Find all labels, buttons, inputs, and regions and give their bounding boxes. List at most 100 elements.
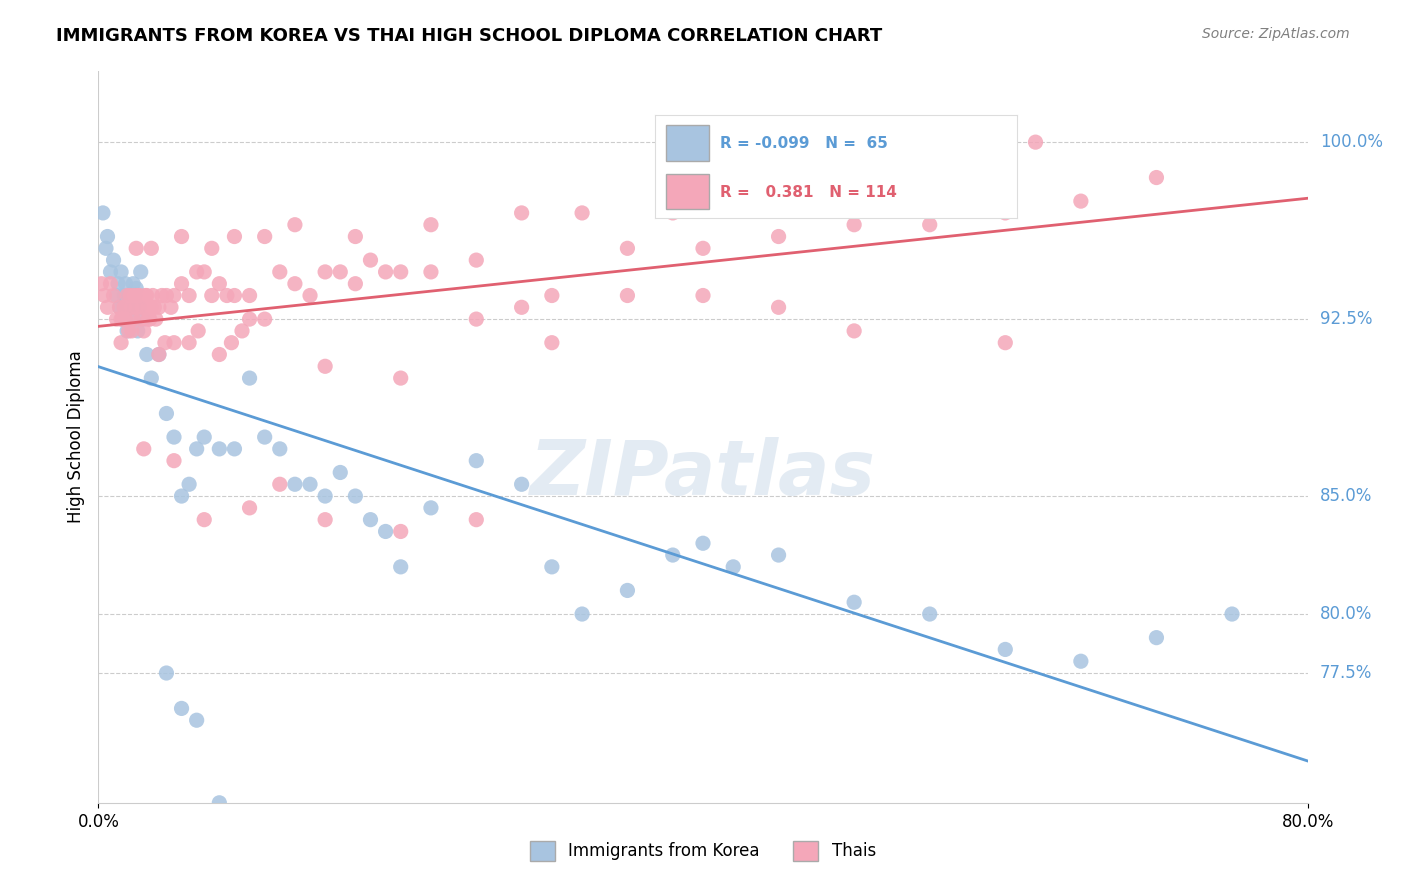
Thais (141, 301, 163, 315)
Immigrants from Korea (616, 583, 638, 598)
Thais (193, 265, 215, 279)
Thais (141, 241, 163, 255)
Immigrants from Korea (105, 288, 128, 302)
Thais (125, 241, 148, 255)
Thais (131, 301, 153, 315)
Thais (692, 241, 714, 255)
Thais (465, 253, 488, 268)
Immigrants from Korea (103, 253, 125, 268)
Immigrants from Korea (1220, 607, 1243, 621)
Thais (768, 229, 790, 244)
Thais (148, 301, 170, 315)
Thais (918, 218, 941, 232)
Thais (124, 288, 146, 302)
Thais (179, 335, 201, 350)
Immigrants from Korea (208, 442, 231, 456)
Immigrants from Korea (128, 301, 150, 315)
Immigrants from Korea (193, 430, 215, 444)
Immigrants from Korea (299, 477, 322, 491)
Thais (314, 265, 336, 279)
Immigrants from Korea (571, 607, 593, 621)
Legend: Immigrants from Korea, Thais: Immigrants from Korea, Thais (523, 834, 883, 868)
Thais (105, 312, 128, 326)
Immigrants from Korea (374, 524, 396, 539)
Thais (155, 288, 177, 302)
Thais (314, 513, 336, 527)
Immigrants from Korea (110, 265, 132, 279)
Thais (208, 277, 231, 291)
Thais (329, 265, 352, 279)
Thais (994, 335, 1017, 350)
Thais (148, 347, 170, 361)
Thais (103, 288, 125, 302)
Thais (994, 206, 1017, 220)
Thais (465, 513, 488, 527)
Thais (231, 324, 253, 338)
Thais (389, 265, 412, 279)
Thais (193, 513, 215, 527)
Thais (224, 288, 246, 302)
Thais (132, 442, 155, 456)
Immigrants from Korea (120, 301, 142, 315)
Thais (163, 335, 186, 350)
Thais (129, 312, 152, 326)
Text: 80.0%: 80.0% (1320, 605, 1372, 623)
Thais (420, 265, 443, 279)
Immigrants from Korea (314, 489, 336, 503)
Thais (121, 324, 143, 338)
Immigrants from Korea (692, 536, 714, 550)
Thais (389, 371, 412, 385)
Thais (510, 206, 533, 220)
Thais (344, 277, 367, 291)
Thais (813, 182, 835, 196)
Immigrants from Korea (1146, 631, 1168, 645)
Text: ZIPatlas: ZIPatlas (530, 437, 876, 510)
Thais (136, 312, 159, 326)
Thais (150, 288, 173, 302)
Immigrants from Korea (1070, 654, 1092, 668)
Immigrants from Korea (994, 642, 1017, 657)
Thais (100, 277, 122, 291)
Immigrants from Korea (844, 595, 866, 609)
Immigrants from Korea (125, 281, 148, 295)
Immigrants from Korea (360, 513, 382, 527)
Thais (145, 312, 167, 326)
Thais (299, 288, 322, 302)
Thais (540, 335, 562, 350)
Thais (186, 265, 208, 279)
Text: 77.5%: 77.5% (1320, 664, 1372, 682)
Immigrants from Korea (127, 324, 149, 338)
Immigrants from Korea (155, 407, 177, 421)
Immigrants from Korea (132, 312, 155, 326)
Text: Source: ZipAtlas.com: Source: ZipAtlas.com (1202, 27, 1350, 41)
Immigrants from Korea (122, 277, 145, 291)
Thais (132, 324, 155, 338)
Thais (221, 335, 243, 350)
Thais (1070, 194, 1092, 208)
Thais (111, 312, 134, 326)
Thais (201, 288, 224, 302)
Immigrants from Korea (163, 430, 186, 444)
Thais (163, 453, 186, 467)
Thais (284, 218, 307, 232)
Immigrants from Korea (918, 607, 941, 621)
Thais (844, 218, 866, 232)
Thais (96, 301, 118, 315)
Immigrants from Korea (284, 477, 307, 491)
Thais (115, 288, 138, 302)
Thais (420, 218, 443, 232)
Thais (201, 241, 224, 255)
Immigrants from Korea (155, 666, 177, 681)
Immigrants from Korea (129, 265, 152, 279)
Immigrants from Korea (344, 489, 367, 503)
Thais (269, 477, 291, 491)
Thais (253, 229, 276, 244)
Thais (118, 324, 141, 338)
Thais (1146, 170, 1168, 185)
Immigrants from Korea (108, 301, 131, 315)
Thais (510, 301, 533, 315)
Thais (127, 288, 149, 302)
Immigrants from Korea (135, 347, 157, 361)
Thais (139, 312, 162, 326)
Thais (239, 288, 262, 302)
